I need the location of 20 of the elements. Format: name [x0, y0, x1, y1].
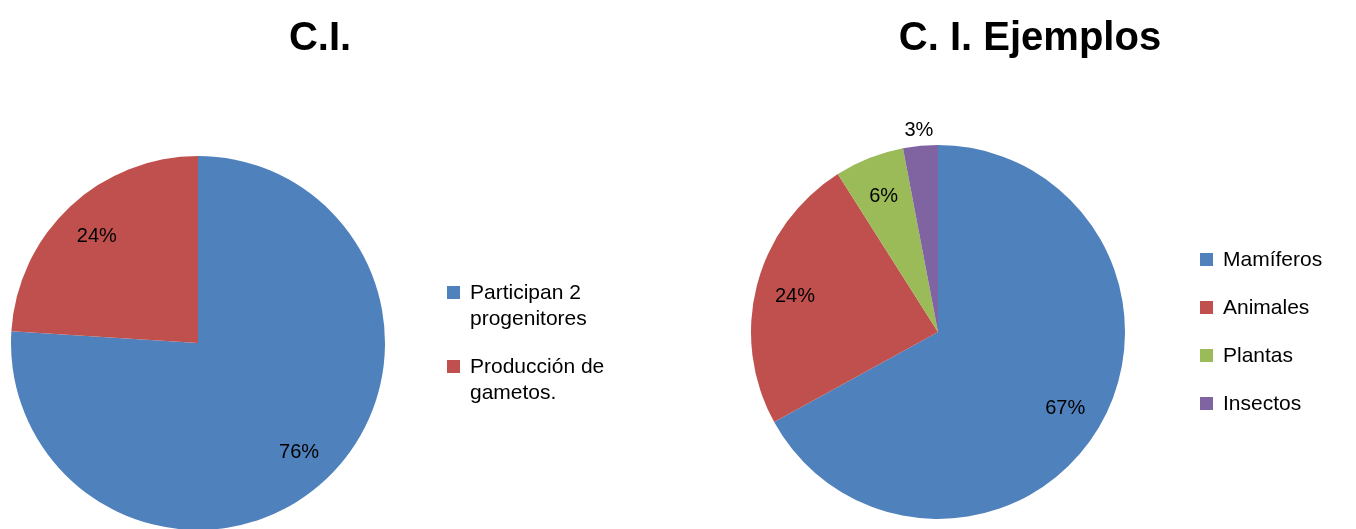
pie-slice — [11, 156, 198, 343]
pie-slice — [11, 156, 385, 529]
data-label: 6% — [869, 183, 899, 206]
legend-label: Plantas — [1223, 343, 1294, 366]
pie-slice — [774, 145, 1125, 519]
chart-title: C. I. Ejemplos — [898, 14, 1162, 58]
legend-label: Mamíferos — [1223, 247, 1323, 270]
legend-label: Animales — [1223, 295, 1310, 318]
chart-title: C.I. — [288, 14, 352, 58]
pie-slice — [751, 174, 938, 423]
data-label: 24% — [76, 224, 118, 247]
data-label: 24% — [774, 284, 816, 307]
pie-slice — [902, 145, 938, 332]
legend-label: Insectos — [1223, 391, 1302, 414]
data-label: 76% — [279, 439, 320, 462]
legend-label: Participan 2 progenitores — [470, 280, 587, 329]
data-label: 3% — [904, 118, 934, 141]
pie-slice — [837, 148, 938, 332]
legend-label: Producción de gametos. — [470, 354, 605, 403]
data-label: 67% — [1045, 396, 1086, 419]
